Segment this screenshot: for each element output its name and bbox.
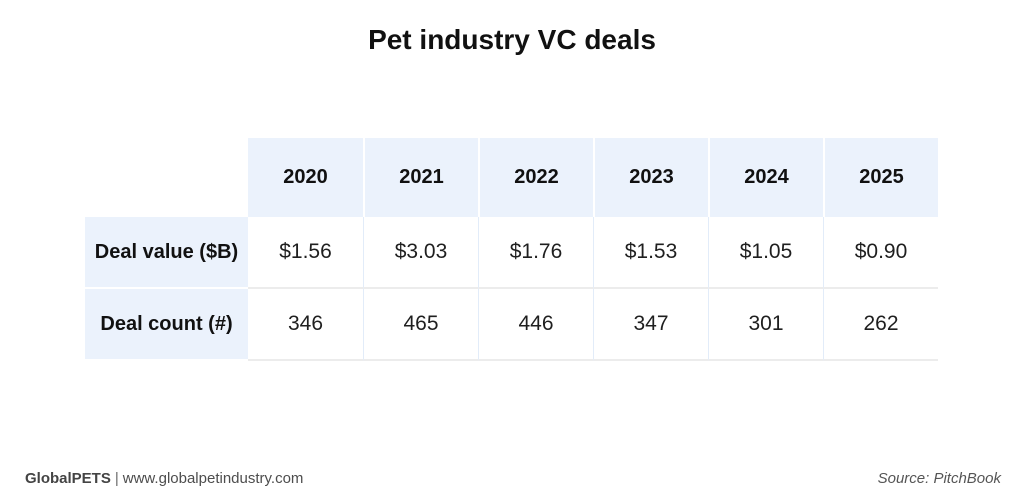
deal-value-2020: $1.56 [248,217,363,289]
table-corner-cell [85,138,248,217]
row-label-deal-value: Deal value ($B) [85,217,248,289]
brand-website: www.globalpetindustry.com [122,470,304,487]
deal-count-2021: 465 [363,289,478,361]
deal-value-2021: $3.03 [363,217,478,289]
footer-separator: | [114,470,119,487]
deal-value-2024: $1.05 [708,217,823,289]
deal-value-2022: $1.76 [478,217,593,289]
footer-branding: GlobalPETS | www.globalpetindustry.com [25,470,303,487]
deal-count-2020: 346 [248,289,363,361]
column-header-2022: 2022 [478,138,593,217]
column-header-2021: 2021 [363,138,478,217]
page-title: Pet industry VC deals [368,24,656,55]
column-header-2025: 2025 [823,138,938,217]
deal-value-2023: $1.53 [593,217,708,289]
brand-name: GlobalPETS [25,470,111,487]
column-header-2023: 2023 [593,138,708,217]
deal-count-2022: 446 [478,289,593,361]
deal-count-2023: 347 [593,289,708,361]
deal-count-2025: 262 [823,289,938,361]
row-label-deal-count: Deal count (#) [85,289,248,361]
column-header-2020: 2020 [248,138,363,217]
source-attribution: Source: PitchBook [877,470,1001,487]
column-header-2024: 2024 [708,138,823,217]
deal-value-2025: $0.90 [823,217,938,289]
deal-count-2024: 301 [708,289,823,361]
vc-deals-table: 2020 2021 2022 2023 2024 2025 Deal value… [85,138,938,361]
